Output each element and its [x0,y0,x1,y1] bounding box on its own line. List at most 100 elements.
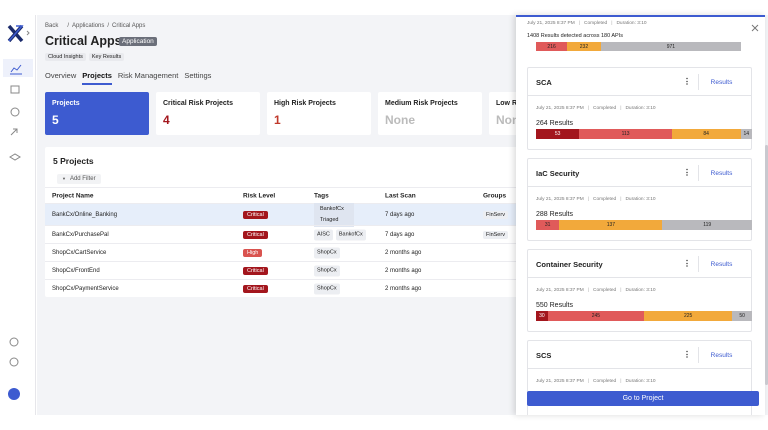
row-tags: ShopCx [314,247,384,258]
tag: ShopCx [314,283,340,294]
section-header [528,159,751,187]
risk-badge: Critical [243,284,268,293]
meta-item: Completed [584,288,616,293]
summary-card[interactable]: Projects 5 [45,92,149,135]
summary-card[interactable]: High Risk Projects 1 [267,92,371,135]
meta-item: July 21, 2025 8:37 PM [536,106,584,111]
column-header: Project Name [52,192,94,199]
last-scan: 2 months ago [385,285,422,292]
tab[interactable]: Settings [184,71,212,80]
menu[interactable]: ⋮ [683,259,691,268]
scrollbar[interactable] [765,145,768,385]
bar-segment: 53 [536,129,580,139]
row-tags: BankofCx Triaged [314,202,354,227]
results-button[interactable]: Results [698,74,744,90]
results-button[interactable]: Results [698,347,744,363]
tag: BankofCx [335,229,366,240]
row-tags: ShopCx [314,283,384,294]
add-filter[interactable]: Add Filter [57,174,101,184]
breadcrumb-item[interactable]: Back [45,23,59,29]
last-scan: 2 months ago [385,249,422,256]
meta-item: Duration: 3:10 [616,106,655,111]
tag: ShopCx [314,265,340,276]
menu[interactable]: ⋮ [683,168,691,177]
summary-card[interactable]: Medium Risk Projects None [378,92,482,135]
card-value: 4 [163,113,170,127]
bar-segment: 245 [547,311,644,321]
sidebar-icons [3,24,33,400]
result-bar: 53 113 84 14 [536,129,752,139]
nav-icon[interactable] [10,128,18,136]
bar-segment: 216 [536,42,568,51]
results-button[interactable]: Results [698,165,744,181]
badge: Application [119,37,157,46]
meta-item: Duration: 3:10 [616,288,655,293]
section-header [528,250,751,278]
table-row[interactable]: BankCx/PurchasePal Critical AISC BankofCx 7 … [45,225,525,243]
card-label: Medium Risk Projects [385,100,458,107]
last-scan: 7 days ago [385,211,415,218]
table-header: Project Name Risk Level Tags Last Scan Group… [45,187,525,203]
card-label: Projects [52,100,80,107]
bar-segment: 30 [536,311,548,321]
risk-badge: Critical [243,230,268,239]
expand[interactable] [26,30,30,36]
tab[interactable]: Risk Management [117,71,179,80]
meta-item: July 21, 2025 8:37 PM [536,379,584,384]
summary-card[interactable]: Critical Risk Projects 4 [156,92,260,135]
nav-globe[interactable] [9,357,19,367]
result-bar: 216 232 971 [536,42,741,51]
close[interactable] [751,24,759,32]
tags: Cloud Insights Key Results [45,53,127,61]
project-name: ShopCx/CartService [52,249,107,256]
bar-segment: 971 [600,42,741,51]
nav-icon[interactable] [9,153,21,161]
last-scan: 7 days ago [385,231,415,238]
scan-meta: July 21, 2025 8:37 PMCompletedDuration: … [536,106,656,111]
card-value: 1 [274,113,281,127]
breadcrumb-item[interactable]: Critical Apps [104,23,145,29]
tag: Cloud Insights [45,53,86,61]
tab[interactable]: Overview [45,71,77,80]
avatar[interactable] [8,388,20,400]
bar-segment: 84 [671,129,741,139]
table-row[interactable]: ShopCx/CartService High ShopCx 2 months ago [45,243,525,261]
projects-table: 5 Projects Add Filter Project Name Risk L… [45,147,525,297]
meta-item: Completed [584,106,616,111]
nav-icon[interactable] [10,64,22,75]
section-title: Container Security [536,260,603,269]
meta-item: Duration: 3:10 [616,197,655,202]
scan-section: SCA ⋮ Results July 21, 2025 8:37 PMComplete… [527,67,752,150]
table-row[interactable]: ShopCx/FrontEnd Critical ShopCx 2 months ag… [45,261,525,279]
menu[interactable]: ⋮ [683,350,691,359]
table-row[interactable]: ShopCx/PaymentService Critical ShopCx 2 mon… [45,279,525,297]
nav-settings[interactable] [9,337,19,347]
table-row[interactable]: BankCx/Online_Banking Critical BankofCx Tri… [45,202,525,227]
row-tags: ShopCx [314,265,384,276]
nav-icon[interactable] [10,85,20,94]
group: FinServ [483,230,508,239]
bar-segment: 14 [740,129,752,139]
tag: ShopCx [314,247,340,258]
results-button[interactable]: Results [698,256,744,272]
summary: 1408 Results detected across 180 APIs [527,33,624,39]
breadcrumb-item[interactable]: Applications [64,23,104,29]
meta-item: Duration: 3:10 [607,21,646,26]
section-header [528,68,751,96]
meta-item: Completed [575,21,607,26]
meta-item: July 21, 2025 8:37 PM [527,21,575,26]
logo-accent [8,25,24,42]
menu[interactable]: ⋮ [683,77,691,86]
nav-icon[interactable] [10,107,20,117]
last-scan: 2 months ago [385,267,422,274]
section-title: SCA [536,78,552,87]
results-count: 288 Results [536,211,573,218]
go-to-project[interactable]: Go to Project [527,391,759,406]
tabs: Overview Projects Risk Management Settings [45,71,217,85]
card-label: Critical Risk Projects [163,100,234,107]
section-title: SCS [536,351,552,360]
breadcrumb: Back ApplicationsCritical Apps [45,23,145,29]
card-label: High Risk Projects [274,100,336,107]
tab[interactable]: Projects [82,71,112,85]
